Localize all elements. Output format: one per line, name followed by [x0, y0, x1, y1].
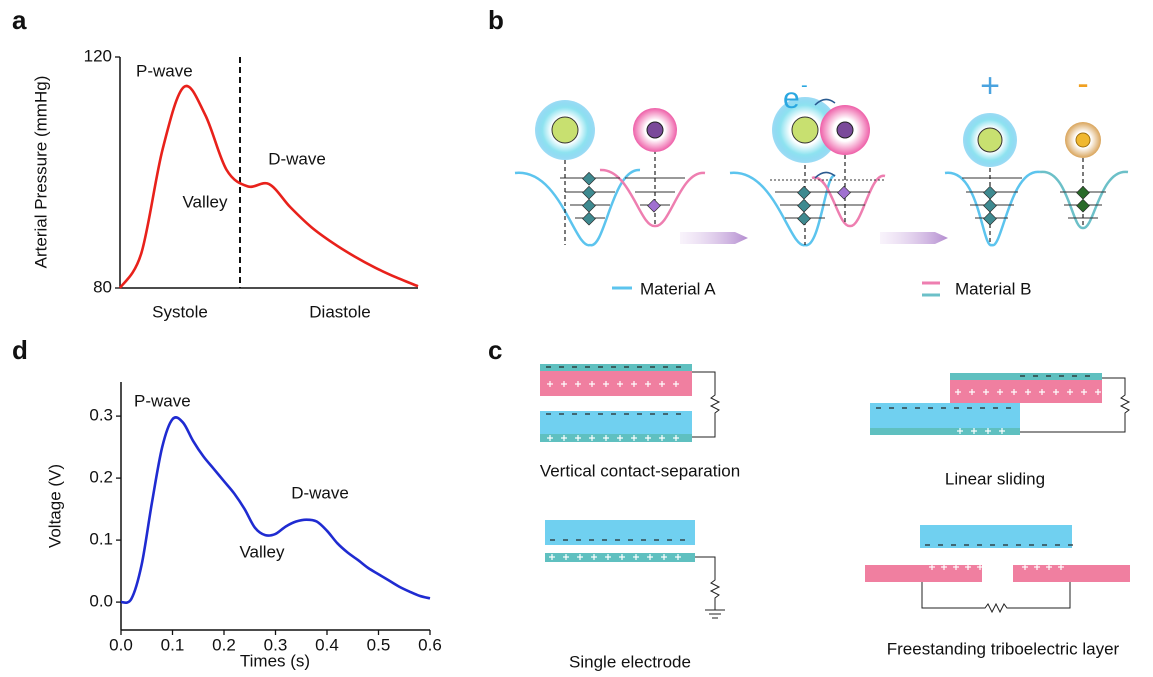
diagram-b: e - + - Material A Material B	[514, 65, 1129, 298]
y-tick-label: 0.1	[89, 530, 113, 549]
x-tick-label: 0.3	[264, 635, 288, 654]
x-tick-label: 0.0	[109, 635, 133, 654]
panel-letter: d	[12, 335, 28, 365]
diagram-c: Vertical contact-separation Linear slidi…	[540, 364, 1131, 671]
data-line	[120, 416, 431, 604]
panel-letter: b	[488, 5, 504, 35]
y-axis-label: Arterial Pressure (mmHg)	[31, 76, 50, 269]
x-tick-label: 0.6	[418, 635, 442, 654]
x-tick-label: 0.4	[315, 635, 339, 654]
mode-label: Single electrode	[569, 652, 691, 671]
negative-label: -	[1077, 65, 1088, 103]
mode-label: Linear sliding	[945, 469, 1045, 488]
y-tick-label: 80	[93, 277, 112, 296]
annotation: D-wave	[268, 149, 326, 168]
mode-label: Vertical contact-separation	[540, 461, 740, 480]
legend-entry: Material A	[640, 279, 716, 298]
data-line	[118, 84, 419, 289]
x-tick-label: 0.5	[367, 635, 391, 654]
annotation: P-wave	[136, 61, 193, 80]
annotation: D-wave	[291, 483, 349, 502]
phase-label: Diastole	[309, 302, 370, 321]
phase-label: Systole	[152, 302, 208, 321]
annotation: P-wave	[134, 391, 191, 410]
positive-label: +	[980, 67, 1000, 105]
x-tick-label: 0.2	[212, 635, 236, 654]
panel-letter: c	[488, 335, 502, 365]
y-tick-label: 0.3	[89, 406, 113, 425]
x-tick-label: 0.1	[161, 635, 185, 654]
electron-label: e	[783, 82, 800, 115]
y-tick-label: 0.2	[89, 468, 113, 487]
y-axis-label: Voltage (V)	[45, 464, 64, 548]
mode-label: Freestanding triboelectric layer	[887, 639, 1120, 658]
annotation: Valley	[182, 192, 228, 211]
annotation: Valley	[239, 542, 285, 561]
y-tick-label: 120	[84, 46, 112, 65]
legend-entry: Material B	[955, 279, 1032, 298]
electron-charge: -	[801, 74, 808, 96]
panel-letter: a	[12, 5, 27, 35]
x-axis-label: Times (s)	[240, 651, 310, 670]
y-tick-label: 0.0	[89, 592, 113, 611]
